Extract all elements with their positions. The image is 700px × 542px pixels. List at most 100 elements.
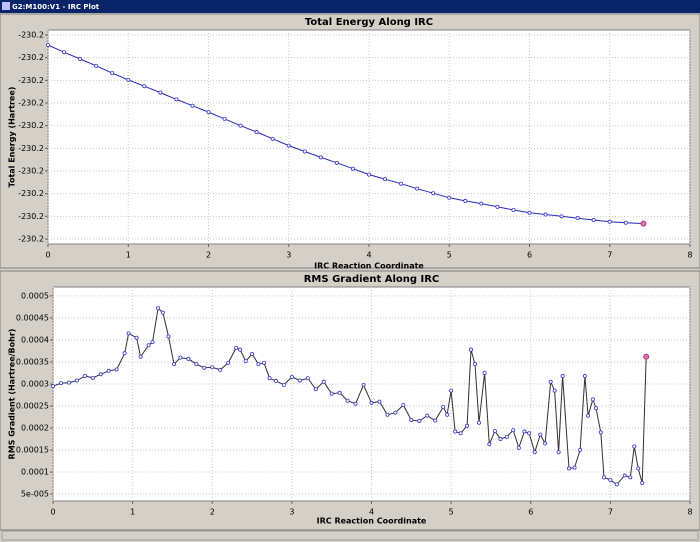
- chart-title: Total Energy Along IRC: [305, 17, 433, 28]
- data-point: [559, 214, 564, 219]
- y-axis-label: RMS Gradient (Hartree/Bohr): [8, 329, 17, 460]
- data-point: [361, 382, 366, 387]
- data-point: [178, 355, 183, 360]
- plot-area: [52, 286, 691, 502]
- data-point: [66, 380, 71, 385]
- window-title: G2:M100:V1 - IRC Plot: [12, 3, 100, 11]
- data-point: [409, 418, 414, 423]
- data-point: [548, 379, 553, 384]
- data-point: [527, 210, 532, 215]
- data-point: [194, 362, 199, 367]
- data-point: [366, 172, 371, 177]
- data-point: [254, 130, 259, 135]
- data-point: [643, 353, 650, 360]
- data-point: [425, 413, 430, 418]
- data-point: [623, 220, 628, 225]
- data-point: [122, 351, 127, 356]
- data-point: [591, 217, 596, 222]
- data-point: [46, 42, 51, 47]
- data-point: [636, 466, 641, 471]
- y-tick-label: -230.2: [18, 144, 44, 153]
- data-point: [234, 345, 239, 350]
- data-point: [608, 477, 613, 482]
- x-tick-label: 5: [447, 251, 452, 260]
- data-point: [158, 90, 163, 95]
- data-point: [538, 432, 543, 437]
- window-icon: [2, 2, 10, 10]
- x-axis-label: IRC Reaction Coordinate: [314, 262, 424, 271]
- data-point: [572, 465, 577, 470]
- data-point: [441, 404, 446, 409]
- data-point: [250, 352, 255, 357]
- data-point: [51, 384, 56, 389]
- y-tick-label: 0.0001: [21, 468, 49, 477]
- data-point: [543, 212, 548, 217]
- data-point: [166, 334, 171, 339]
- data-point: [532, 450, 537, 455]
- data-line: [47, 44, 644, 225]
- y-tick-label: 0.0004: [21, 335, 49, 344]
- data-point: [598, 430, 603, 435]
- data-point: [329, 391, 334, 396]
- data-point: [582, 374, 587, 379]
- data-point: [590, 397, 595, 402]
- data-point: [522, 429, 527, 434]
- data-point: [90, 375, 95, 380]
- data-point: [353, 401, 358, 406]
- y-tick-label: 0.00025: [16, 401, 49, 410]
- data-point: [449, 388, 454, 393]
- data-point: [218, 367, 223, 372]
- data-point: [527, 431, 532, 436]
- y-tick-label: 0.0003: [21, 379, 49, 388]
- data-point: [516, 445, 521, 450]
- data-point: [226, 360, 231, 365]
- data-point: [270, 136, 275, 141]
- data-point: [302, 149, 307, 154]
- data-point: [110, 71, 115, 76]
- data-point: [321, 379, 326, 384]
- x-tick-label: 7: [607, 251, 612, 260]
- data-point: [222, 116, 227, 121]
- data-point: [575, 216, 580, 221]
- data-point: [305, 376, 310, 381]
- y-tick-label: 0.0005: [21, 291, 49, 300]
- data-point: [289, 374, 294, 379]
- data-point: [383, 177, 388, 182]
- data-point: [150, 340, 155, 345]
- data-point: [210, 365, 215, 370]
- data-point: [473, 362, 478, 367]
- title-bar: [0, 0, 700, 13]
- data-point: [504, 434, 509, 439]
- data-point: [463, 198, 468, 203]
- data-point: [243, 359, 248, 364]
- data-point: [160, 310, 165, 315]
- data-point: [94, 63, 99, 68]
- data-point: [640, 481, 645, 486]
- data-point: [543, 441, 548, 446]
- y-tick-label: -230.2: [18, 121, 44, 130]
- data-point: [190, 103, 195, 108]
- data-point: [114, 367, 119, 372]
- data-point: [586, 413, 591, 418]
- data-point: [566, 466, 571, 471]
- data-point: [511, 428, 516, 433]
- data-point: [337, 390, 342, 395]
- data-point: [186, 356, 191, 361]
- x-tick-label: 5: [449, 508, 454, 517]
- y-tick-label: -230.2: [18, 76, 44, 85]
- x-axis-label: IRC Reaction Coordinate: [317, 517, 427, 526]
- data-point: [465, 423, 470, 428]
- data-point: [206, 110, 211, 115]
- chart-title: RMS Gradient Along IRC: [304, 274, 440, 285]
- x-tick-label: 0: [45, 251, 50, 260]
- data-point: [281, 382, 286, 387]
- data-point: [202, 365, 207, 370]
- data-point: [345, 398, 350, 403]
- data-point: [377, 399, 382, 404]
- data-point: [628, 475, 633, 480]
- y-tick-label: -230.2: [18, 235, 44, 244]
- data-point: [172, 362, 177, 367]
- y-tick-label: -230.2: [18, 53, 44, 62]
